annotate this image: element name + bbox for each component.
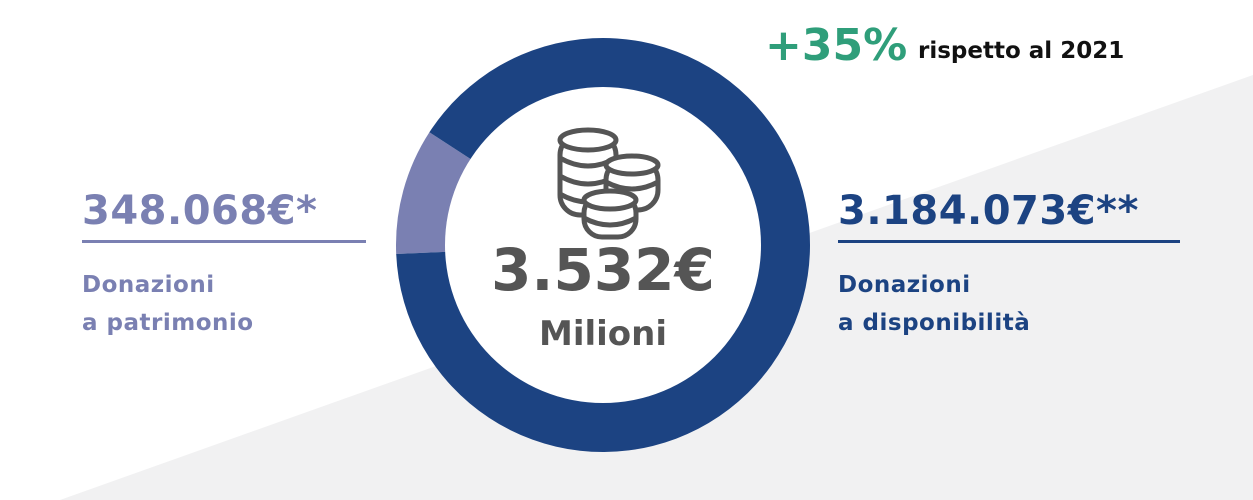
coins-icon (557, 127, 661, 240)
value-label: 3.184.073€** (838, 188, 1180, 243)
center-label: 3.532€ (491, 236, 715, 304)
value-label: 348.068€* (82, 188, 366, 243)
category-label: Donazioni a patrimonio (82, 272, 254, 336)
donut-hole (445, 87, 761, 403)
growth: +35% (765, 20, 907, 71)
growth-note: rispetto al 2021 (918, 38, 1124, 64)
category-label: Donazioni a disponibilità (838, 272, 1031, 336)
center-sublabel: Milioni (539, 314, 667, 354)
